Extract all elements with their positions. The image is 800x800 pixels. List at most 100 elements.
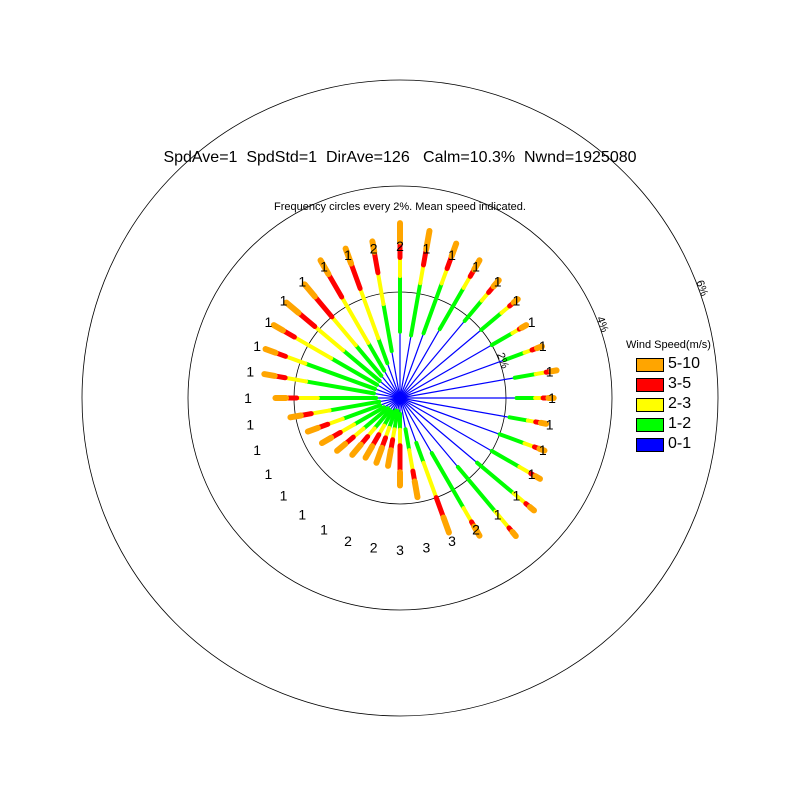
rose-bar-segment (399, 320, 466, 399)
mean-speed-label: 1 (448, 247, 456, 263)
mean-speed-label: 3 (396, 542, 404, 558)
rose-bar-segment (510, 296, 521, 306)
rose-bar-segment (382, 409, 395, 428)
legend-title: Wind Speed(m/s) (626, 339, 711, 351)
rose-bar-segment (471, 257, 483, 273)
rose-bar-segment (375, 270, 386, 307)
rose-bar-segment (536, 445, 548, 454)
legend-swatch (636, 378, 664, 392)
rose-bar-segment (379, 397, 401, 403)
chart-subtitle: Frequency circles every 2%. Mean speed i… (274, 201, 526, 213)
mean-speed-label: 1 (472, 258, 480, 274)
legend-label: 0-1 (668, 435, 692, 452)
rose-bar-segment (537, 419, 550, 427)
legend-swatch (636, 358, 664, 372)
mean-speed-label: 3 (422, 540, 430, 556)
rose-bar-segment (391, 350, 401, 399)
mean-speed-label: 1 (513, 292, 521, 308)
mean-speed-label: 2 (370, 240, 378, 256)
rose-bar-segment (340, 403, 383, 421)
rose-bar-segment (455, 465, 498, 514)
mean-speed-label: 1 (320, 258, 328, 274)
rose-bar-segment (399, 397, 493, 452)
rose-bar-segment (421, 281, 444, 336)
rose-bar-segment (399, 397, 510, 418)
rose-bar-segment (490, 277, 502, 290)
mean-speed-label: 2 (396, 238, 404, 254)
rose-bar-segment (493, 509, 512, 530)
rose-bar-segment (379, 380, 401, 399)
rose-bar-segment (303, 361, 378, 391)
rose-bar-segment (399, 329, 482, 399)
rose-bar-segment (329, 356, 380, 387)
rose-bar-segment (518, 322, 530, 331)
rose-bar-segment (369, 238, 378, 255)
rose-bar-segment (423, 227, 433, 253)
rose-bar-segment (532, 473, 543, 482)
ring-percent-label: 4% (594, 315, 611, 334)
rose-bar-segment (352, 405, 386, 427)
mean-speed-label: 3 (448, 533, 456, 549)
mean-speed-label: 1 (298, 506, 306, 522)
rose-bar-segment (403, 427, 412, 453)
rose-bar-segment (325, 416, 345, 427)
rose-bar-segment (507, 415, 530, 423)
rose-bar-segment (270, 322, 286, 334)
rose-bar-segment (392, 409, 400, 432)
mean-speed-label: 2 (370, 540, 378, 556)
rose-bar-segment (448, 240, 460, 260)
rose-bar-segment (418, 262, 426, 286)
legend-swatch (636, 438, 664, 452)
rose-bar-segment (439, 266, 450, 286)
mean-speed-label: 1 (539, 338, 547, 354)
rose-bar-segment (479, 310, 504, 332)
rose-bar-segment (387, 408, 398, 430)
rose-bar-segment (287, 412, 304, 421)
rose-bar-segment (379, 397, 401, 406)
rose-bar-segment (262, 346, 279, 356)
mean-speed-label: 1 (422, 240, 430, 256)
rose-bar-segment (261, 371, 278, 379)
mean-speed-label: 1 (344, 247, 352, 263)
rose-bar-segment (399, 397, 433, 454)
rose-bar-segment (409, 281, 423, 338)
rose-bar-segment (399, 328, 441, 399)
rose-bar-segment (399, 397, 417, 444)
mean-speed-label: 1 (494, 506, 502, 522)
mean-speed-label: 1 (264, 314, 272, 330)
frequency-ring (187, 185, 613, 611)
rose-bar-segment (353, 343, 384, 378)
rose-bar-segment (381, 302, 394, 354)
rose-bar-segment (471, 523, 483, 539)
rose-bar-segment (283, 354, 308, 366)
rose-bar-segment (383, 370, 401, 399)
mean-speed-label: 1 (548, 390, 556, 406)
rose-bar-segment (489, 449, 522, 469)
rose-bar-segment (301, 281, 318, 300)
rose-bar-segment (548, 367, 560, 375)
rose-bar-segment (329, 314, 358, 348)
rose-bar-segment (341, 348, 382, 383)
legend-label: 1-2 (668, 415, 692, 432)
rose-bar-segment (502, 350, 527, 362)
mean-speed-label: 1 (513, 488, 521, 504)
mean-speed-label: 1 (539, 442, 547, 458)
mean-speed-label: 1 (546, 416, 554, 432)
rose-bar-segment (386, 362, 401, 399)
rose-bar-segment (304, 379, 376, 396)
mean-speed-label: 1 (280, 488, 288, 504)
rose-bar-segment (317, 257, 332, 278)
rose-bar-segment (433, 495, 447, 521)
rose-bar-segment (318, 434, 335, 447)
rose-bar-segment (533, 343, 545, 352)
rose-bar-segment (295, 310, 318, 329)
legend-label: 5-10 (668, 355, 701, 372)
rose-bar-segment (440, 514, 452, 536)
rose-bar-segment (385, 447, 394, 469)
rose-bar-segment (325, 271, 345, 300)
rose-bar-segment (373, 444, 385, 466)
legend-swatch (636, 418, 664, 432)
mean-speed-label: 1 (280, 292, 288, 308)
rose-bar-segment (509, 528, 519, 540)
rose-bar-segment (414, 440, 426, 465)
